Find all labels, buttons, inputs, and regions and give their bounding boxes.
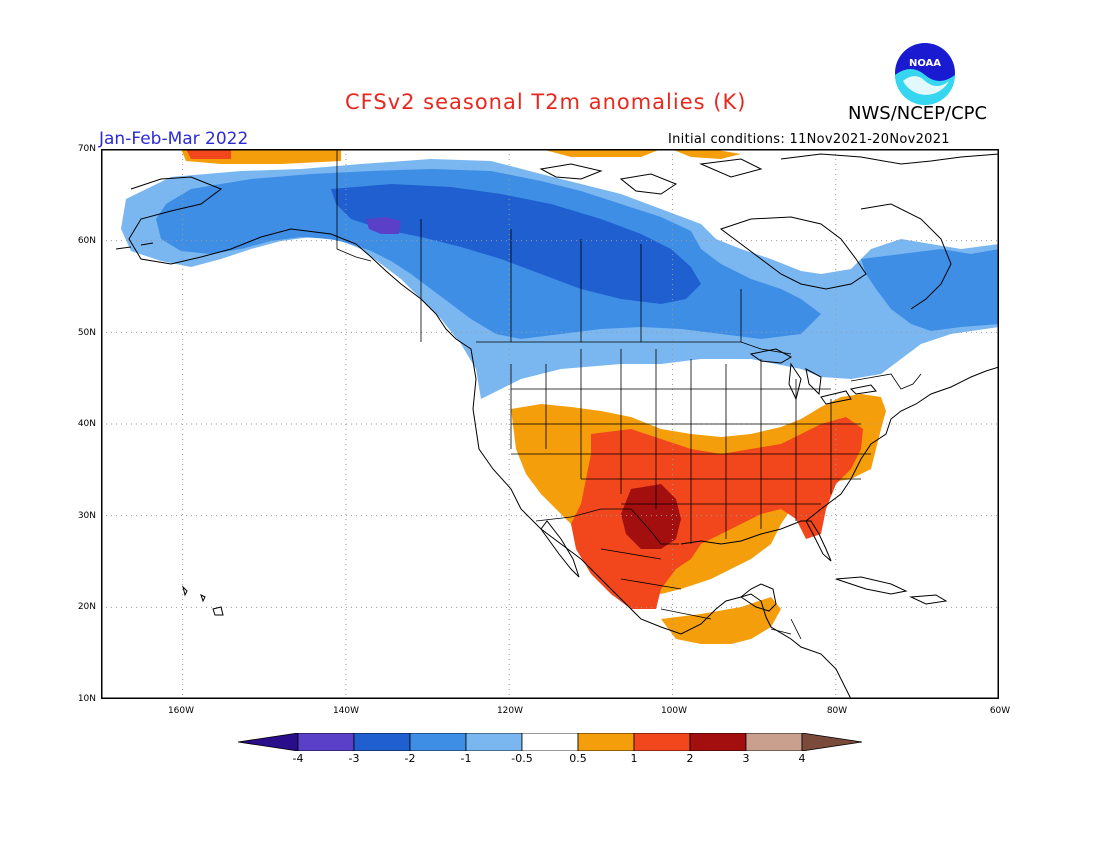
lat-label-20n: 20N xyxy=(77,602,96,612)
colorbar-segment xyxy=(465,733,523,751)
colorbar-segment xyxy=(745,733,803,751)
colorbar-label: -3 xyxy=(348,752,360,765)
colorbar-label: 2 xyxy=(686,752,694,765)
lon-label-140w: 140W xyxy=(332,706,360,716)
anomaly-region xyxy=(621,484,681,549)
lat-label-60n: 60N xyxy=(77,236,96,246)
noaa-logo: NOAA xyxy=(895,43,955,105)
chart-title: CFSv2 seasonal T2m anomalies (K) xyxy=(345,90,747,114)
colorbar-arrow-right xyxy=(801,733,862,751)
anomaly-layer xyxy=(121,149,999,644)
colorbar-label: 0.5 xyxy=(569,752,587,765)
anomaly-region xyxy=(861,249,999,331)
lat-label-70n: 70N xyxy=(77,144,96,154)
lon-label-80w: 80W xyxy=(826,706,848,716)
colorbar-segment xyxy=(409,733,467,751)
colorbar xyxy=(238,733,862,751)
anomaly-region xyxy=(571,417,863,609)
colorbar-label: -2 xyxy=(404,752,416,765)
anomaly-region xyxy=(661,597,781,644)
anomaly-region xyxy=(541,149,661,157)
colorbar-label: 4 xyxy=(798,752,806,765)
colorbar-label: -1 xyxy=(460,752,472,765)
map-frame xyxy=(101,149,999,699)
colorbar-arrow-left xyxy=(238,733,299,751)
lat-label-30n: 30N xyxy=(77,511,96,521)
lon-label-60w: 60W xyxy=(989,706,1011,716)
colorbar-segment xyxy=(689,733,747,751)
lat-label-40n: 40N xyxy=(77,419,96,429)
anomaly-region xyxy=(331,184,701,304)
colorbar-segment xyxy=(297,733,355,751)
borders xyxy=(336,149,922,640)
lon-label-160w: 160W xyxy=(167,706,195,716)
colorbar-label: 3 xyxy=(742,752,750,765)
colorbar-segment xyxy=(353,733,411,751)
lat-label-50n: 50N xyxy=(77,328,96,338)
organization-label: NWS/NCEP/CPC xyxy=(848,103,988,124)
anomaly-map xyxy=(101,149,999,699)
lon-label-100w: 100W xyxy=(660,706,688,716)
colorbar-segment xyxy=(521,733,579,751)
coastlines xyxy=(115,153,999,699)
anomaly-region xyxy=(186,149,231,159)
noaa-logo-text: NOAA xyxy=(909,58,941,69)
anomaly-region xyxy=(366,217,401,234)
colorbar-segment xyxy=(577,733,635,751)
colorbar-label: -4 xyxy=(292,752,304,765)
colorbar-segment xyxy=(633,733,691,751)
initial-conditions-label: Initial conditions: 11Nov2021-20Nov2021 xyxy=(668,132,950,147)
period-label: Jan-Feb-Mar 2022 xyxy=(99,129,249,149)
anomaly-region xyxy=(671,149,741,159)
lon-label-120w: 120W xyxy=(496,706,524,716)
colorbar-label: 1 xyxy=(630,752,638,765)
colorbar-label: -0.5 xyxy=(511,752,533,765)
lat-label-10n: 10N xyxy=(77,694,96,704)
